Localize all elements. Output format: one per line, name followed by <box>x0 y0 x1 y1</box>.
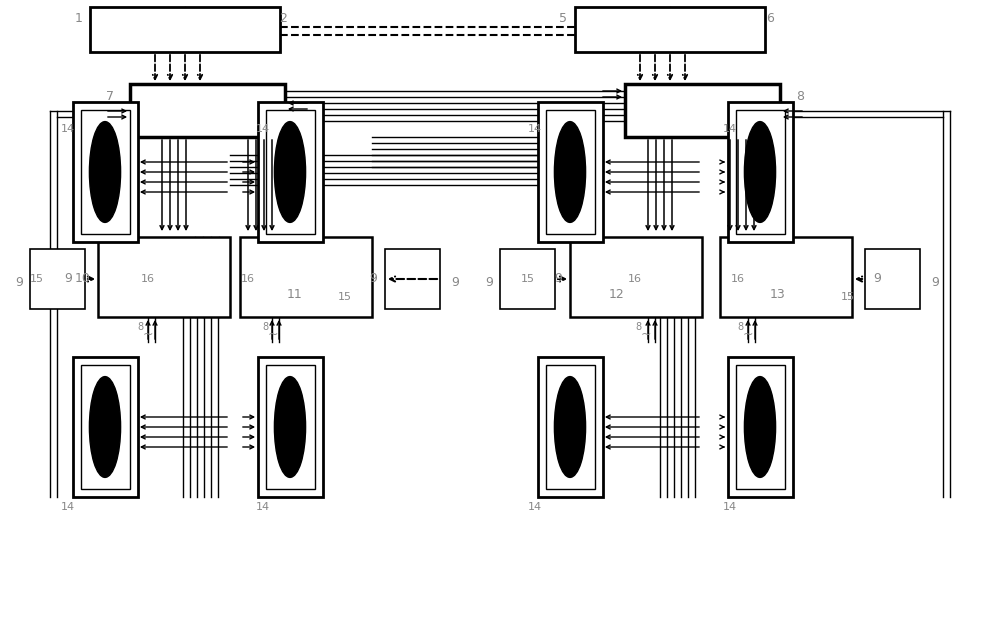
Text: 12: 12 <box>609 288 625 302</box>
Ellipse shape <box>554 377 586 477</box>
Bar <box>266 110 314 234</box>
Bar <box>720 237 852 317</box>
Ellipse shape <box>744 122 776 223</box>
Text: 15: 15 <box>338 292 352 302</box>
Text: 10: 10 <box>75 273 91 285</box>
Text: ~: ~ <box>641 327 651 340</box>
Bar <box>728 102 792 242</box>
Text: 15: 15 <box>841 292 855 302</box>
Text: 1: 1 <box>75 13 83 26</box>
Bar <box>90 7 280 52</box>
Bar <box>98 237 230 317</box>
Text: 14: 14 <box>528 124 542 134</box>
Text: 2: 2 <box>279 13 287 26</box>
Ellipse shape <box>89 377 121 477</box>
Bar <box>258 357 322 497</box>
Text: 14: 14 <box>61 502 75 512</box>
Text: ~: ~ <box>143 327 153 340</box>
Bar <box>30 249 85 309</box>
Text: 9: 9 <box>64 273 72 285</box>
Bar <box>80 110 130 234</box>
Text: 9: 9 <box>15 275 23 288</box>
Bar <box>728 357 792 497</box>
Text: 8: 8 <box>137 322 143 332</box>
Bar <box>240 237 372 317</box>
Text: 14: 14 <box>723 502 737 512</box>
Text: 16: 16 <box>628 274 642 284</box>
Text: 9: 9 <box>931 275 939 288</box>
Text: 9: 9 <box>554 273 562 285</box>
Text: 14: 14 <box>528 502 542 512</box>
Text: 14: 14 <box>61 124 75 134</box>
Text: 9: 9 <box>369 273 377 285</box>
Text: 14: 14 <box>256 502 270 512</box>
Text: 16: 16 <box>141 274 155 284</box>
Bar <box>736 365 784 489</box>
Bar <box>625 84 780 137</box>
Text: ~: ~ <box>268 327 278 340</box>
Bar <box>72 102 138 242</box>
Text: 8: 8 <box>262 322 268 332</box>
Text: 16: 16 <box>241 274 255 284</box>
Text: 13: 13 <box>770 288 786 302</box>
Bar <box>570 237 702 317</box>
Ellipse shape <box>274 377 306 477</box>
Text: 5: 5 <box>559 13 567 26</box>
Bar <box>385 249 440 309</box>
Bar <box>130 84 285 137</box>
Bar <box>80 365 130 489</box>
Text: 7: 7 <box>106 90 114 103</box>
Bar <box>865 249 920 309</box>
Ellipse shape <box>89 122 121 223</box>
Bar <box>736 110 784 234</box>
Text: 8: 8 <box>796 90 804 103</box>
Ellipse shape <box>274 122 306 223</box>
Text: 9: 9 <box>485 275 493 288</box>
Text: 9: 9 <box>873 273 881 285</box>
Text: 15: 15 <box>30 274 44 284</box>
Text: 15: 15 <box>521 274 535 284</box>
Bar <box>575 7 765 52</box>
Text: 11: 11 <box>287 288 303 302</box>
Bar <box>538 357 602 497</box>
Text: 8: 8 <box>635 322 641 332</box>
Text: 6: 6 <box>766 13 774 26</box>
Bar <box>266 365 314 489</box>
Bar <box>538 102 602 242</box>
Bar <box>500 249 555 309</box>
Bar <box>546 365 594 489</box>
Ellipse shape <box>744 377 776 477</box>
Bar <box>258 102 322 242</box>
Bar <box>546 110 594 234</box>
Text: 9: 9 <box>451 275 459 288</box>
Bar <box>72 357 138 497</box>
Text: 16: 16 <box>731 274 745 284</box>
Text: 14: 14 <box>256 124 270 134</box>
Text: 14: 14 <box>723 124 737 134</box>
Ellipse shape <box>554 122 586 223</box>
Text: 8: 8 <box>737 322 743 332</box>
Text: ~: ~ <box>743 327 753 340</box>
